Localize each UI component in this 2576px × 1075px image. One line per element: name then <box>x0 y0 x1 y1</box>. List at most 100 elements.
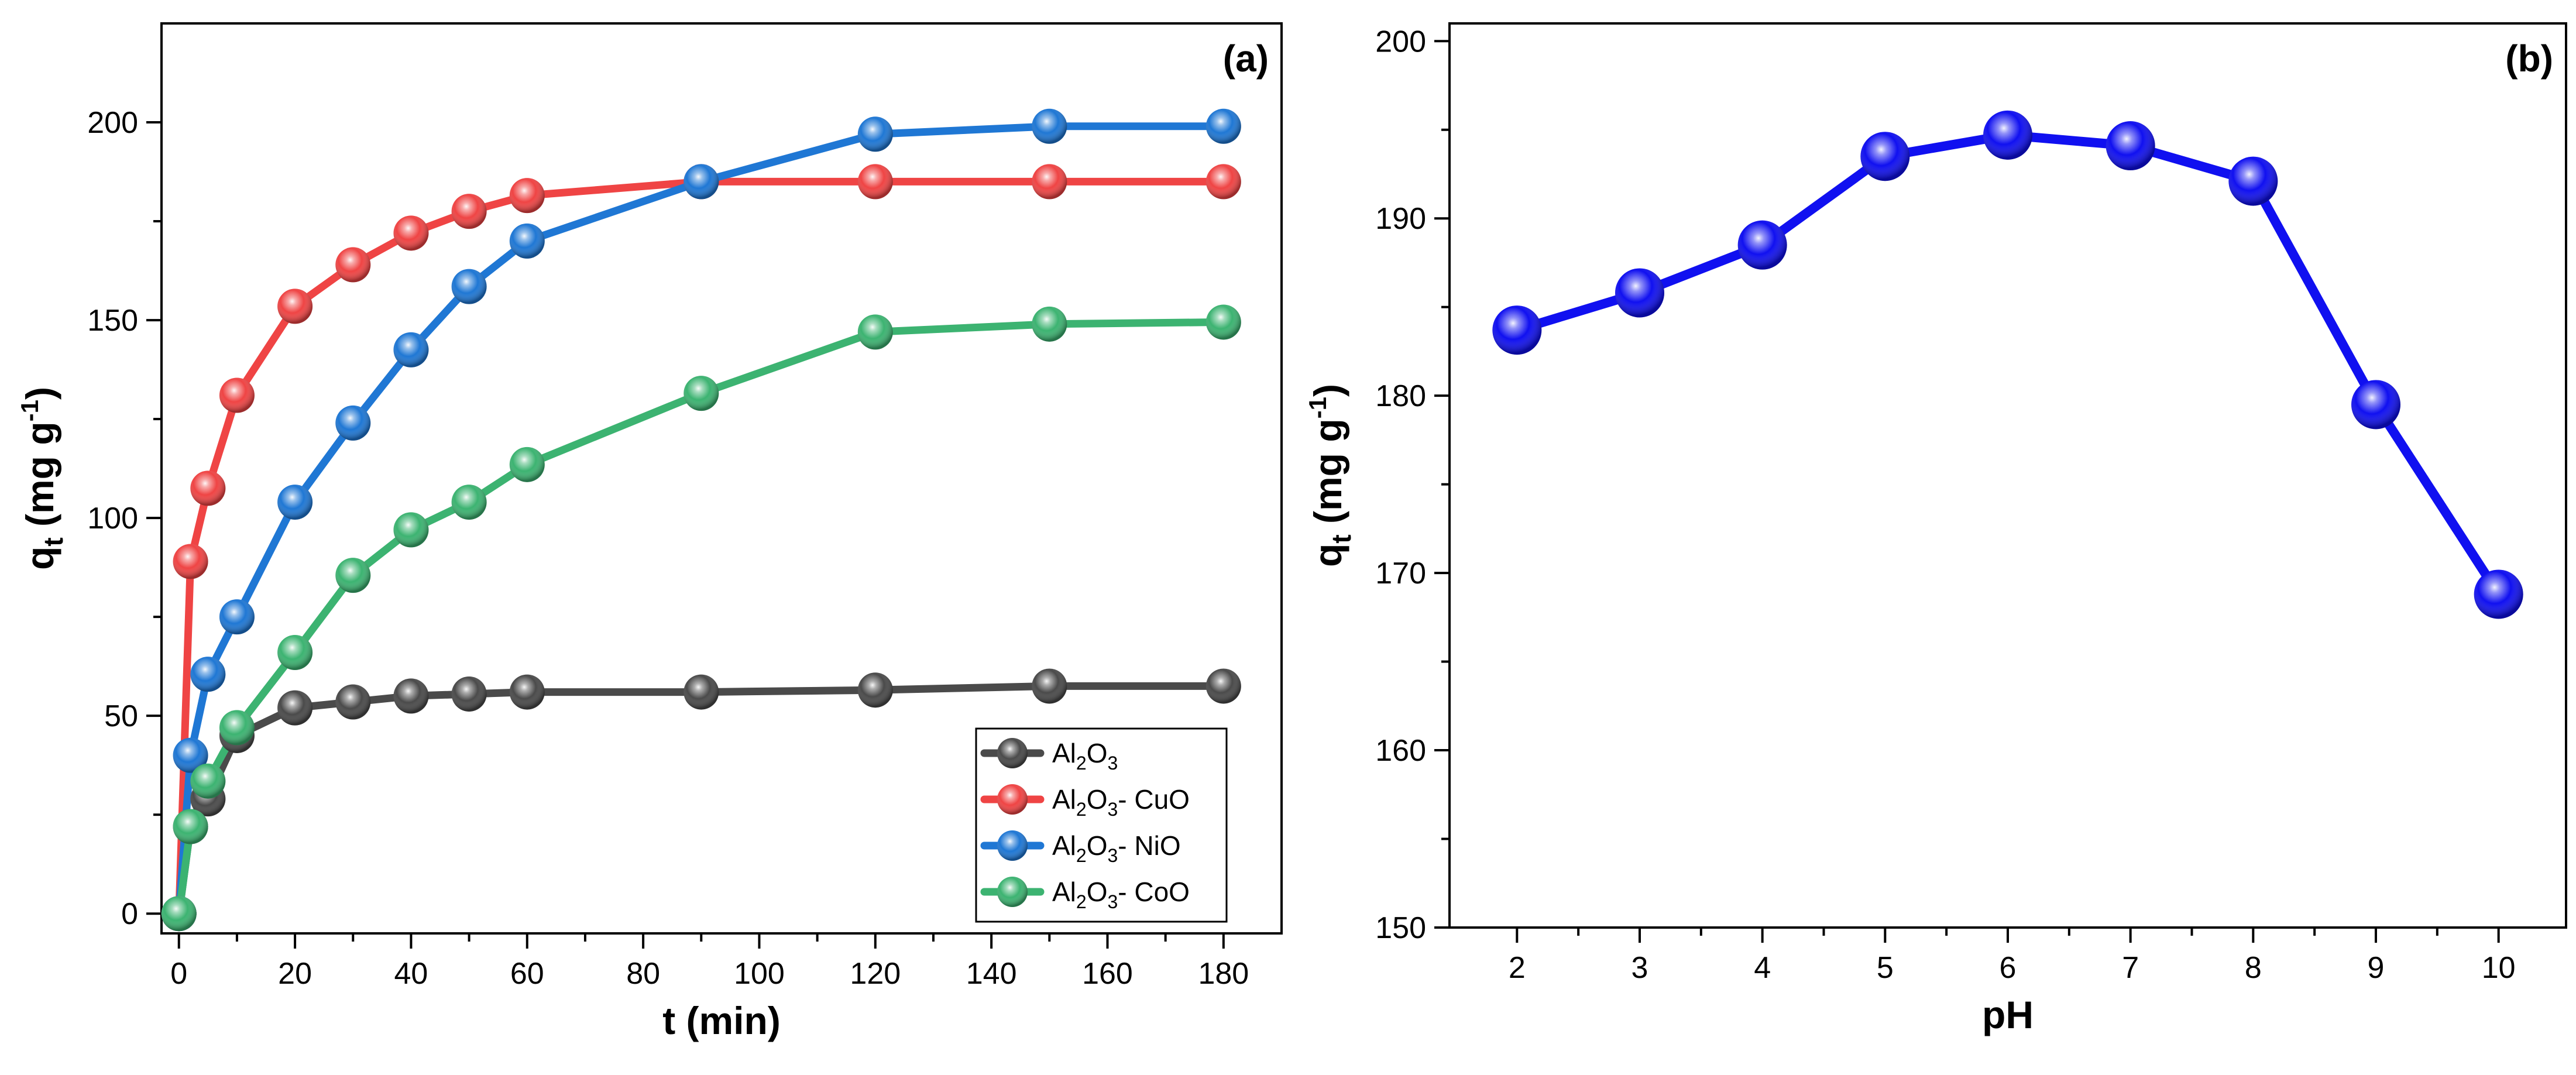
data-point <box>451 485 487 520</box>
y-tick-label: 150 <box>87 304 138 338</box>
data-point-shine <box>509 674 545 710</box>
legend-text-sub: 2 <box>1076 799 1087 820</box>
data-point <box>173 809 208 844</box>
data-point <box>277 485 313 520</box>
data-point-shine <box>684 376 719 411</box>
panel-b-chart: 2 3 4 5 6 7 8 9 10 150 160 170 180 190 200 pH qt (mg g-1… <box>1304 22 2567 1036</box>
x-tick-label: 0 <box>170 957 187 991</box>
data-point-shine <box>219 599 255 635</box>
data-point-shine <box>1983 110 2032 160</box>
data-point <box>190 763 226 799</box>
legend-swatch-shine <box>997 784 1028 815</box>
y-tick-label: 100 <box>87 502 138 535</box>
y-axis-unit-exponent: -1 <box>1304 397 1331 418</box>
data-point-shine <box>451 485 487 520</box>
data-point-shine <box>509 223 545 259</box>
data-point-shine <box>2474 569 2523 619</box>
data-point-shine <box>1205 164 1241 200</box>
data-point-shine <box>277 634 313 670</box>
data-point-shine <box>277 690 313 726</box>
x-tick-label: 9 <box>2368 951 2385 985</box>
data-point <box>684 674 719 710</box>
legend-text-sub: 2 <box>1076 845 1087 866</box>
data-point <box>857 116 893 152</box>
data-point-shine <box>219 710 255 746</box>
y-tick-label: 190 <box>1375 202 1426 236</box>
data-point <box>509 674 545 710</box>
data-point <box>2351 380 2401 430</box>
legend-text-mid: O <box>1087 738 1108 768</box>
y-tick-label: 50 <box>104 699 138 733</box>
data-point <box>509 447 545 482</box>
legend-label: Al2O3- CuO <box>1052 784 1190 820</box>
data-point-shine <box>451 269 487 304</box>
data-point <box>857 164 893 200</box>
y-axis-unit-exponent: -1 <box>16 400 43 421</box>
data-point-shine <box>1205 304 1241 340</box>
data-point <box>173 544 208 579</box>
data-point-shine <box>335 558 371 593</box>
legend-text-base: Al <box>1052 784 1076 815</box>
data-point <box>393 215 429 251</box>
y-axis-title: qt (mg g-1) <box>1304 384 1356 567</box>
data-point-shine <box>277 289 313 324</box>
data-point-shine <box>335 405 371 441</box>
legend-text-mid: O <box>1087 784 1108 815</box>
data-point <box>393 332 429 368</box>
x-tick-label: 60 <box>510 957 544 991</box>
data-point-shine <box>173 737 208 773</box>
y-axis-title: qt (mg g-1) <box>16 387 68 570</box>
legend-label: Al2O3- CoO <box>1052 877 1190 912</box>
data-point-shine <box>857 672 893 708</box>
legend-text-sub: 3 <box>1107 799 1118 820</box>
data-point-shine <box>857 314 893 350</box>
data-point-shine <box>509 447 545 482</box>
data-point <box>219 710 255 746</box>
legend-text-suffix: - CoO <box>1118 877 1190 907</box>
legend-text-base: Al <box>1052 738 1076 768</box>
data-point-shine <box>2351 380 2401 430</box>
data-point <box>857 314 893 350</box>
data-point <box>2228 156 2278 206</box>
x-tick-label: 80 <box>626 957 660 991</box>
legend-text-base: Al <box>1052 877 1076 907</box>
data-point <box>451 269 487 304</box>
y-tick-label: 200 <box>87 106 138 140</box>
plot-frame <box>160 22 1283 935</box>
data-point <box>509 178 545 214</box>
data-point <box>684 164 719 200</box>
legend-text-sub: 3 <box>1107 845 1118 866</box>
data-point <box>190 657 226 692</box>
data-point-shine <box>1615 268 1664 318</box>
legend-text-base: Al <box>1052 830 1076 861</box>
data-point-shine <box>1032 108 1067 144</box>
series-line-0 <box>1512 130 2503 599</box>
data-point <box>1032 108 1067 144</box>
data-point <box>1860 132 1910 181</box>
data-point-shine <box>1205 108 1241 144</box>
data-point-shine <box>451 194 487 229</box>
y-axis-unit-close: ) <box>18 387 61 400</box>
legend-text-suffix: - NiO <box>1118 830 1180 861</box>
y-tick-label: 150 <box>1375 911 1426 945</box>
data-point <box>451 676 487 712</box>
panel-label: (b) <box>2505 37 2553 80</box>
data-point-shine <box>190 470 226 506</box>
x-axis-title: t (min) <box>662 999 781 1042</box>
data-point <box>1205 164 1241 200</box>
data-point <box>190 470 226 506</box>
data-point <box>335 405 371 441</box>
legend-swatch-shine <box>997 877 1028 907</box>
data-point-shine <box>1032 306 1067 342</box>
y-tick-label: 170 <box>1375 557 1426 590</box>
y-tick-label: 180 <box>1375 379 1426 413</box>
x-tick-label: 160 <box>1082 957 1133 991</box>
data-point <box>2474 569 2523 619</box>
data-point-shine <box>2106 121 2155 171</box>
data-point <box>509 223 545 259</box>
x-tick-label: 120 <box>850 957 901 991</box>
y-axis-symbol: q <box>18 547 61 570</box>
data-point <box>161 896 197 932</box>
data-point-shine <box>277 485 313 520</box>
data-point-shine <box>1860 132 1910 181</box>
